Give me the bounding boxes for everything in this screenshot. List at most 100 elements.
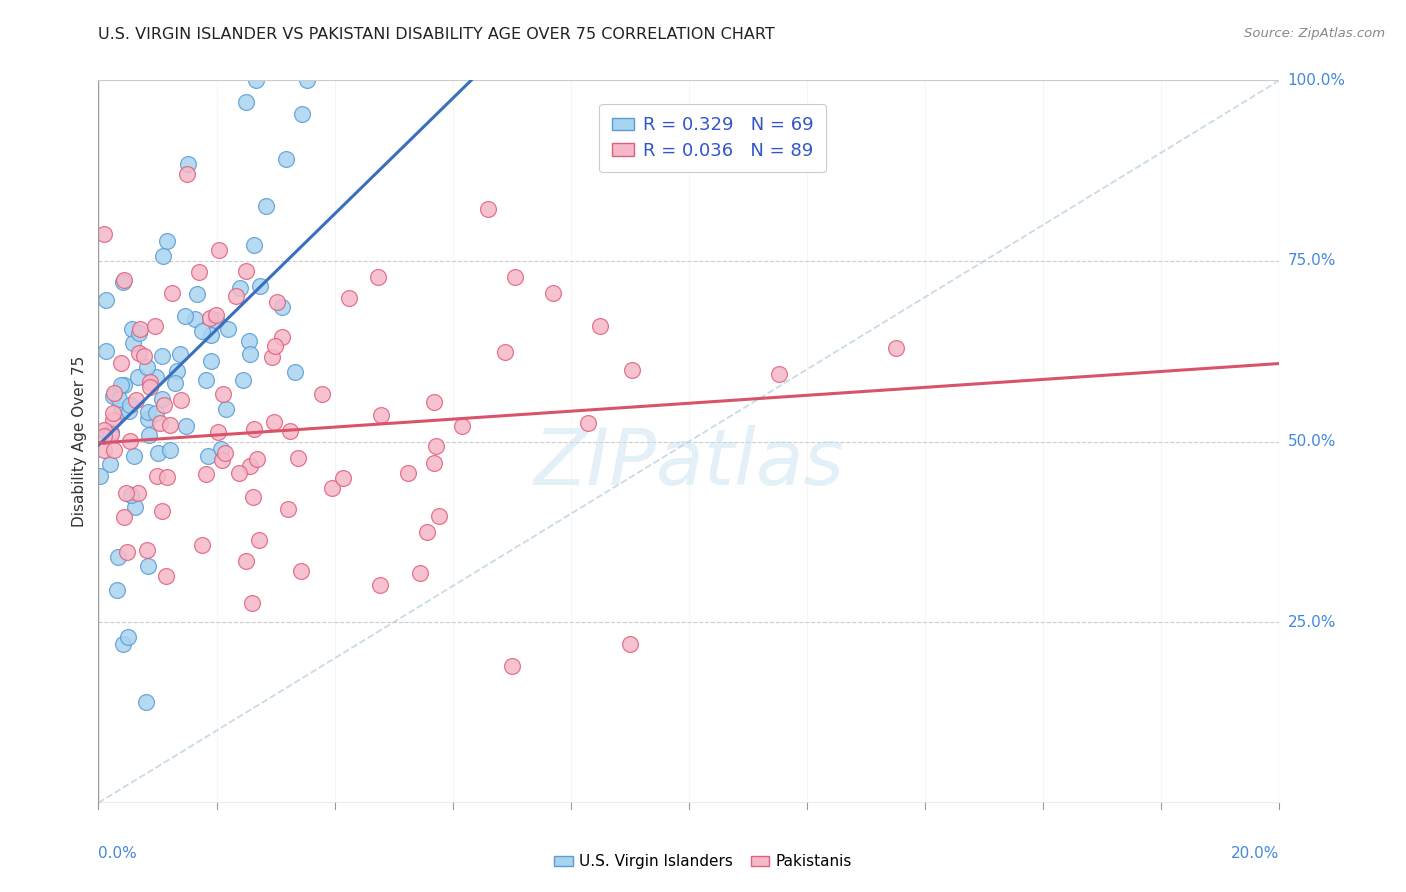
- Point: [228, 281, 250, 295]
- Text: 75.0%: 75.0%: [1288, 253, 1336, 268]
- Point: [396, 466, 419, 480]
- Point: [238, 334, 260, 348]
- Point: [156, 470, 179, 484]
- Point: [589, 318, 612, 333]
- Point: [148, 446, 170, 460]
- Point: [332, 471, 354, 485]
- Point: [287, 450, 309, 465]
- Text: U.S. VIRGIN ISLANDER VS PAKISTANI DISABILITY AGE OVER 75 CORRELATION CHART: U.S. VIRGIN ISLANDER VS PAKISTANI DISABI…: [98, 27, 775, 42]
- Point: [494, 345, 516, 359]
- Point: [124, 500, 146, 515]
- Point: [136, 558, 159, 573]
- Point: [198, 310, 221, 325]
- Point: [416, 525, 439, 540]
- Point: [160, 285, 183, 300]
- Point: [263, 416, 285, 430]
- Text: 0.0%: 0.0%: [98, 847, 138, 861]
- Point: [138, 380, 160, 394]
- Point: [105, 583, 128, 598]
- Point: [423, 456, 446, 470]
- Point: [139, 375, 162, 389]
- Point: [262, 350, 284, 364]
- Point: [367, 270, 389, 285]
- Point: [150, 504, 173, 518]
- Point: [239, 347, 262, 361]
- Point: [108, 392, 131, 406]
- Point: [101, 406, 124, 420]
- Point: [107, 549, 129, 564]
- Point: [159, 442, 181, 457]
- Point: [501, 658, 523, 673]
- Point: [212, 387, 235, 401]
- Point: [425, 439, 447, 453]
- Point: [266, 295, 288, 310]
- Point: [541, 286, 564, 301]
- Point: [121, 322, 143, 336]
- Point: [136, 405, 159, 419]
- Point: [246, 451, 269, 466]
- Text: Source: ZipAtlas.com: Source: ZipAtlas.com: [1244, 27, 1385, 40]
- Point: [620, 362, 643, 376]
- Point: [138, 428, 160, 442]
- Point: [409, 566, 432, 580]
- Point: [148, 416, 170, 430]
- Point: [768, 367, 790, 381]
- Point: [94, 343, 117, 358]
- Point: [128, 346, 150, 360]
- Point: [166, 364, 188, 378]
- Point: [249, 279, 271, 293]
- Point: [103, 385, 125, 400]
- Point: [132, 349, 155, 363]
- Point: [110, 356, 132, 370]
- Point: [235, 95, 257, 109]
- Point: [120, 488, 142, 502]
- Point: [101, 389, 124, 403]
- Point: [274, 152, 297, 166]
- Point: [110, 377, 132, 392]
- Point: [93, 227, 115, 241]
- Legend: R = 0.329   N = 69, R = 0.036   N = 89: R = 0.329 N = 69, R = 0.036 N = 89: [599, 103, 825, 172]
- Point: [295, 73, 318, 87]
- Point: [143, 319, 166, 334]
- Point: [337, 292, 360, 306]
- Point: [117, 630, 139, 644]
- Text: 25.0%: 25.0%: [1288, 615, 1336, 630]
- Point: [114, 510, 136, 524]
- Legend: U.S. Virgin Islanders, Pakistanis: U.S. Virgin Islanders, Pakistanis: [548, 848, 858, 875]
- Point: [93, 443, 115, 458]
- Point: [451, 419, 474, 434]
- Point: [176, 167, 198, 181]
- Point: [277, 501, 299, 516]
- Point: [136, 543, 159, 558]
- Point: [155, 569, 177, 583]
- Point: [247, 533, 270, 547]
- Point: [100, 425, 122, 439]
- Point: [103, 442, 125, 457]
- Point: [291, 107, 314, 121]
- Point: [423, 394, 446, 409]
- Text: 50.0%: 50.0%: [1288, 434, 1336, 449]
- Point: [150, 350, 173, 364]
- Point: [184, 311, 207, 326]
- Point: [145, 468, 167, 483]
- Point: [176, 157, 198, 171]
- Point: [159, 418, 181, 433]
- Point: [122, 449, 145, 463]
- Point: [205, 313, 228, 327]
- Point: [197, 449, 219, 463]
- Point: [368, 578, 391, 592]
- Point: [118, 403, 141, 417]
- Point: [191, 325, 214, 339]
- Point: [100, 426, 122, 441]
- Point: [93, 423, 115, 437]
- Point: [207, 425, 229, 439]
- Point: [207, 243, 229, 257]
- Point: [170, 393, 193, 408]
- Point: [163, 376, 186, 391]
- Point: [235, 554, 257, 568]
- Point: [153, 398, 176, 412]
- Point: [205, 308, 228, 322]
- Point: [186, 286, 208, 301]
- Point: [112, 378, 135, 392]
- Text: 100.0%: 100.0%: [1288, 73, 1346, 87]
